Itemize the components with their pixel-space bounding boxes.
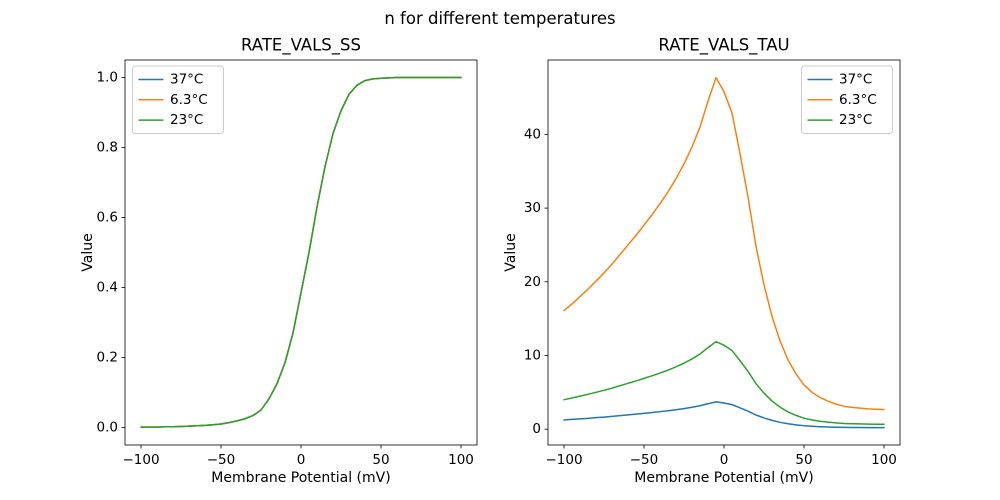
legend: 37°C 6.3°C 23°C [132,65,224,134]
y-tick-label: 0.2 [97,350,118,366]
x-axis-label: Membrane Potential (mV) [634,470,813,486]
legend-label: 6.3°C [170,92,208,108]
y-tick-label: 1.0 [97,70,118,86]
y-tick-label: 10 [524,347,541,363]
x-tick-label: 0 [297,452,306,468]
legend-box [801,65,893,134]
subplot-title: RATE_VALS_TAU [658,36,789,56]
x-tick-label: −50 [207,452,236,468]
subplot-title: RATE_VALS_SS [241,36,361,56]
y-tick-label: 0.4 [97,280,118,296]
series-line-6.3C [563,76,885,411]
y-tick-label: 0 [532,421,541,437]
figure-suptitle: n for different temperatures [384,9,616,28]
y-axis-label: Value [80,233,96,271]
y-tick-label: 0.8 [97,140,118,156]
legend-label: 23°C [170,112,203,128]
series-line-23C [140,76,462,428]
subplot-rate-vals-ss: −100 −50 0 50 100 0.0 0.2 0.4 0.6 0.8 1.0 RATE_VALS… [80,36,478,486]
legend-label: 6.3°C [839,92,877,108]
series-line-37C [563,401,885,429]
y-axis-label: Value [503,233,519,271]
subplot-rate-vals-tau: −100 −50 0 50 100 0 10 20 30 40 RATE_VALS_TAU Membr… [503,36,901,486]
x-tick-label: 100 [871,452,897,468]
y-tick-label: 0.0 [97,420,118,436]
y-tick-label: 20 [524,274,541,290]
x-tick-label: 0 [720,452,729,468]
x-tick-label: 50 [372,452,389,468]
y-tick-label: 0.6 [97,210,118,226]
legend-box [132,65,224,134]
y-tick-label: 30 [524,200,541,216]
series-line-23C [563,340,885,426]
x-tick-label: 50 [795,452,812,468]
x-tick-label: 100 [448,452,474,468]
x-tick-label: −100 [122,452,159,468]
legend-label: 37°C [839,72,872,88]
y-tick-label: 40 [524,126,541,142]
legend-label: 23°C [839,112,872,128]
legend: 37°C 6.3°C 23°C [801,65,893,134]
legend-label: 37°C [170,72,203,88]
x-tick-label: −100 [545,452,582,468]
x-tick-label: −50 [630,452,659,468]
x-axis-label: Membrane Potential (mV) [211,470,390,486]
